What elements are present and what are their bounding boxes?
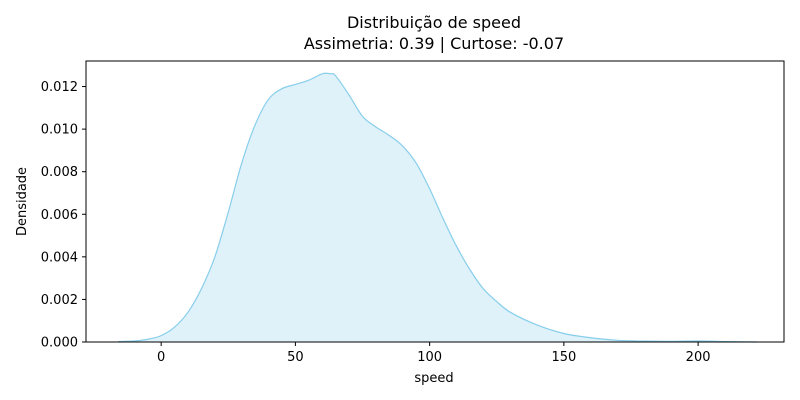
x-tick-label: 0	[157, 350, 165, 365]
x-tick-label: 50	[287, 350, 304, 365]
y-axis: 0.000 0.002 0.004 0.006 0.008 0.010 0.012	[41, 80, 86, 351]
plot-area	[118, 72, 758, 343]
x-tick-label: 150	[551, 350, 576, 365]
x-axis: 0 50 100 150 200	[157, 342, 711, 365]
plot-frame	[85, 60, 785, 343]
y-axis-label: Densidade	[15, 167, 30, 236]
y-tick-label: 0.002	[41, 293, 78, 308]
x-tick-label: 200	[686, 350, 711, 365]
density-line	[118, 72, 758, 343]
y-tick-label: 0.010	[41, 123, 78, 138]
chart-title: Distribuição de speed	[347, 13, 521, 32]
x-tick-label: 100	[417, 350, 442, 365]
x-axis-label: speed	[414, 371, 453, 386]
y-tick-label: 0.012	[41, 80, 78, 95]
y-tick-label: 0.008	[41, 165, 78, 180]
y-tick-label: 0.006	[41, 208, 78, 223]
y-tick-label: 0.004	[41, 250, 78, 265]
y-tick-label: 0.000	[41, 336, 78, 351]
chart-subtitle: Assimetria: 0.39 | Curtose: -0.07	[304, 34, 564, 53]
